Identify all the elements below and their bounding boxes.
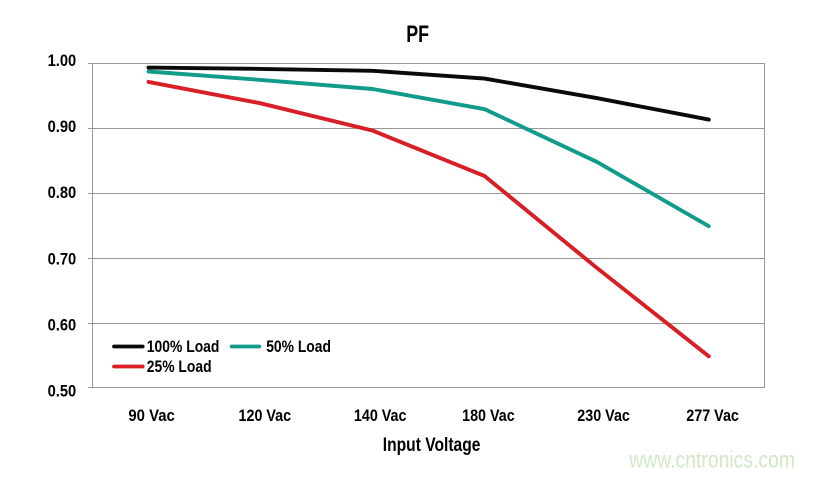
svg-text:0.70: 0.70	[48, 249, 77, 268]
svg-text:0.60: 0.60	[48, 315, 77, 334]
svg-text:0.80: 0.80	[48, 183, 77, 202]
svg-text:230 Vac: 230 Vac	[577, 406, 630, 425]
svg-text:0.90: 0.90	[48, 117, 77, 136]
svg-text:180 Vac: 180 Vac	[462, 406, 515, 425]
svg-text:www.cntronics.com: www.cntronics.com	[628, 446, 795, 472]
svg-text:90 Vac: 90 Vac	[128, 406, 174, 425]
svg-text:50% Load: 50% Load	[266, 337, 331, 356]
svg-text:1.00: 1.00	[48, 51, 77, 70]
svg-text:Input Voltage: Input Voltage	[383, 435, 481, 456]
svg-text:140 Vac: 140 Vac	[354, 406, 407, 425]
svg-text:25% Load: 25% Load	[147, 357, 212, 376]
svg-text:277 Vac: 277 Vac	[686, 406, 739, 425]
svg-text:100% Load: 100% Load	[147, 337, 220, 356]
svg-text:120 Vac: 120 Vac	[239, 406, 292, 425]
svg-text:0.50: 0.50	[48, 382, 77, 401]
svg-text:PF: PF	[406, 21, 429, 48]
